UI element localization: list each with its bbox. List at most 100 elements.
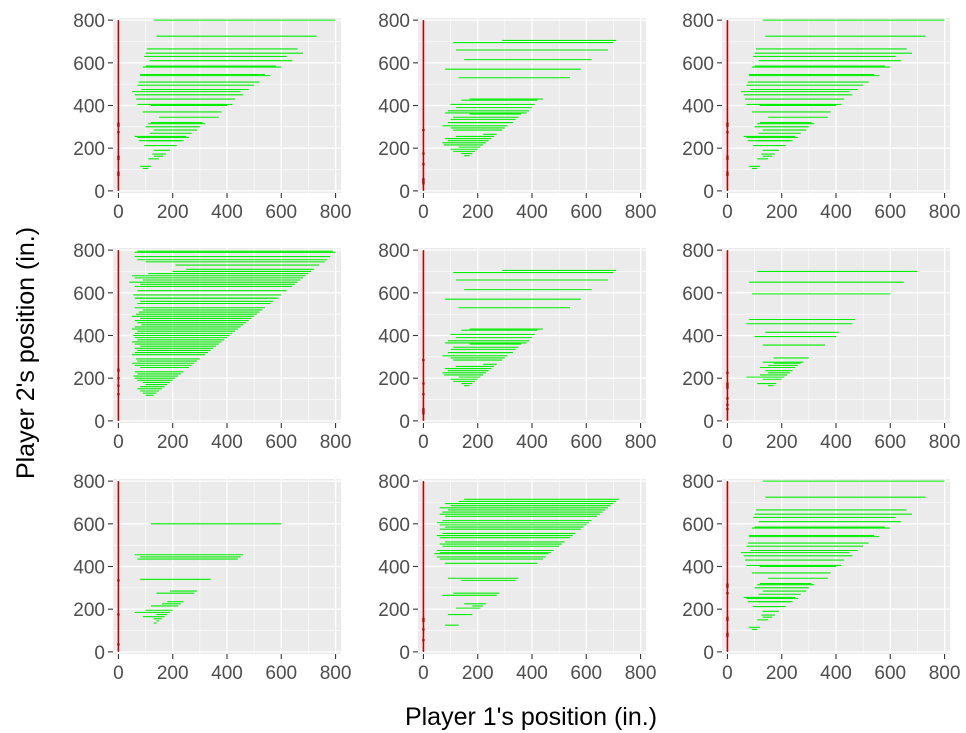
x-tick-label: 600 bbox=[874, 202, 906, 223]
x-tick-label: 200 bbox=[157, 202, 189, 223]
y-tick-label: 800 bbox=[73, 11, 105, 32]
x-tick-label: 0 bbox=[722, 663, 733, 684]
y-tick-label: 200 bbox=[682, 369, 714, 390]
x-tick-label: 600 bbox=[570, 202, 602, 223]
x-tick-label: 400 bbox=[516, 432, 548, 453]
x-tick-label: 400 bbox=[820, 202, 852, 223]
y-tick-label: 400 bbox=[378, 558, 410, 579]
y-axis-title: Player 2's position (in.) bbox=[12, 227, 40, 479]
y-tick-label: 800 bbox=[378, 472, 410, 493]
x-tick-label: 600 bbox=[874, 432, 906, 453]
x-tick-label: 200 bbox=[766, 663, 798, 684]
x-tick-label: 0 bbox=[418, 202, 429, 223]
x-tick-label: 200 bbox=[157, 432, 189, 453]
facet-panel-7: 0 200 400 600 800 0 200 400 600 800 bbox=[73, 472, 351, 684]
x-tick-label: 400 bbox=[516, 663, 548, 684]
y-tick-label: 200 bbox=[73, 600, 105, 621]
x-tick-label: 200 bbox=[766, 202, 798, 223]
y-tick-label: 800 bbox=[73, 241, 105, 262]
y-tick-label: 400 bbox=[682, 558, 714, 579]
x-tick-label: 200 bbox=[766, 432, 798, 453]
y-tick-label: 200 bbox=[682, 139, 714, 160]
y-tick-label: 600 bbox=[378, 284, 410, 305]
y-tick-label: 200 bbox=[73, 369, 105, 390]
x-tick-label: 800 bbox=[929, 202, 961, 223]
x-tick-label: 0 bbox=[113, 432, 124, 453]
y-tick-label: 0 bbox=[94, 412, 105, 433]
y-tick-label: 800 bbox=[682, 472, 714, 493]
y-tick-label: 600 bbox=[73, 515, 105, 536]
y-tick-label: 600 bbox=[682, 515, 714, 536]
facet-panel-4: 0 200 400 600 800 0 200 400 600 800 bbox=[73, 241, 351, 453]
y-tick-label: 0 bbox=[703, 182, 714, 203]
x-tick-label: 600 bbox=[570, 432, 602, 453]
x-tick-label: 0 bbox=[418, 663, 429, 684]
y-tick-label: 600 bbox=[378, 54, 410, 75]
x-tick-label: 200 bbox=[462, 663, 494, 684]
x-tick-label: 800 bbox=[320, 663, 352, 684]
x-tick-label: 600 bbox=[265, 432, 297, 453]
x-tick-label: 800 bbox=[929, 663, 961, 684]
y-tick-label: 400 bbox=[73, 327, 105, 348]
x-tick-label: 600 bbox=[265, 202, 297, 223]
y-tick-label: 800 bbox=[682, 11, 714, 32]
x-tick-label: 0 bbox=[113, 202, 124, 223]
x-tick-label: 600 bbox=[874, 663, 906, 684]
y-tick-label: 400 bbox=[73, 97, 105, 118]
y-tick-label: 200 bbox=[378, 139, 410, 160]
y-tick-label: 800 bbox=[682, 241, 714, 262]
x-tick-label: 800 bbox=[625, 432, 657, 453]
x-tick-label: 800 bbox=[929, 432, 961, 453]
y-tick-label: 200 bbox=[682, 600, 714, 621]
y-tick-label: 400 bbox=[378, 327, 410, 348]
x-tick-label: 400 bbox=[211, 202, 243, 223]
y-tick-label: 200 bbox=[378, 369, 410, 390]
x-tick-label: 400 bbox=[516, 202, 548, 223]
facet-panel-3: 0 200 400 600 800 0 200 400 600 800 bbox=[682, 11, 960, 223]
y-tick-label: 400 bbox=[682, 97, 714, 118]
y-tick-label: 0 bbox=[703, 643, 714, 664]
y-tick-label: 0 bbox=[94, 182, 105, 203]
y-tick-label: 600 bbox=[73, 54, 105, 75]
facet-panel-2: 0 200 400 600 800 0 200 400 600 800 bbox=[378, 11, 656, 223]
x-tick-label: 200 bbox=[462, 432, 494, 453]
x-tick-label: 0 bbox=[418, 432, 429, 453]
x-tick-label: 400 bbox=[820, 432, 852, 453]
x-tick-label: 800 bbox=[625, 202, 657, 223]
facet-panel-1: 0 200 400 600 800 0 200 400 600 800 bbox=[73, 11, 351, 223]
y-tick-label: 600 bbox=[73, 284, 105, 305]
y-tick-label: 0 bbox=[703, 412, 714, 433]
y-tick-label: 400 bbox=[378, 97, 410, 118]
y-tick-label: 0 bbox=[399, 182, 410, 203]
x-tick-label: 400 bbox=[211, 432, 243, 453]
x-tick-label: 0 bbox=[722, 432, 733, 453]
x-tick-label: 200 bbox=[462, 202, 494, 223]
y-tick-label: 600 bbox=[682, 284, 714, 305]
x-tick-label: 800 bbox=[625, 663, 657, 684]
x-tick-label: 400 bbox=[211, 663, 243, 684]
x-axis-title: Player 1's position (in.) bbox=[405, 703, 657, 731]
x-tick-label: 200 bbox=[157, 663, 189, 684]
y-tick-label: 0 bbox=[399, 412, 410, 433]
x-tick-label: 400 bbox=[820, 663, 852, 684]
x-tick-label: 800 bbox=[320, 432, 352, 453]
y-tick-label: 0 bbox=[94, 643, 105, 664]
y-tick-label: 800 bbox=[378, 11, 410, 32]
x-tick-label: 800 bbox=[320, 202, 352, 223]
facet-panel-9: 0 200 400 600 800 0 200 400 600 800 bbox=[682, 472, 960, 684]
x-tick-label: 600 bbox=[570, 663, 602, 684]
y-tick-label: 400 bbox=[73, 558, 105, 579]
y-tick-label: 600 bbox=[682, 54, 714, 75]
facet-panel-8: 0 200 400 600 800 0 200 400 600 800 bbox=[378, 472, 656, 684]
y-tick-label: 800 bbox=[378, 241, 410, 262]
x-tick-label: 0 bbox=[722, 202, 733, 223]
facet-panel-6: 0 200 400 600 800 0 200 400 600 800 bbox=[682, 241, 960, 453]
x-tick-label: 0 bbox=[113, 663, 124, 684]
facet-panel-5: 0 200 400 600 800 0 200 400 600 800 bbox=[378, 241, 656, 453]
y-tick-label: 200 bbox=[73, 139, 105, 160]
y-tick-label: 600 bbox=[378, 515, 410, 536]
y-tick-label: 200 bbox=[378, 600, 410, 621]
y-tick-label: 400 bbox=[682, 327, 714, 348]
